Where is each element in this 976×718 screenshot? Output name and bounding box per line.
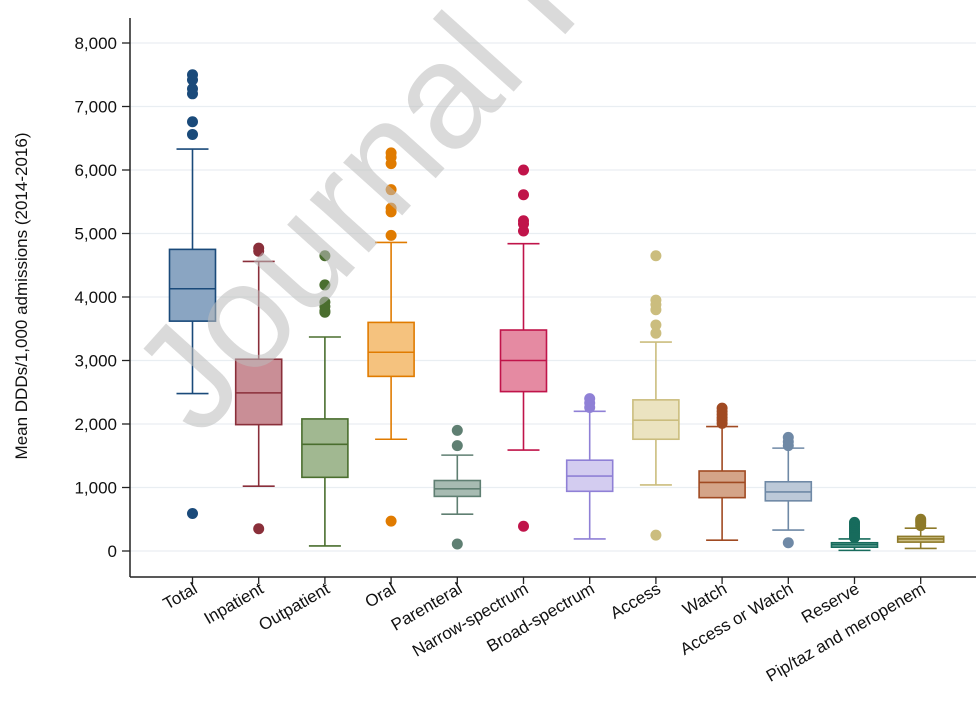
y-tick-label: 2,000 bbox=[74, 415, 117, 434]
category-label: Access bbox=[607, 579, 664, 623]
category-label: Oral bbox=[362, 579, 399, 612]
box-6 bbox=[565, 393, 614, 540]
outlier-point bbox=[849, 532, 860, 544]
outlier-point bbox=[187, 508, 198, 520]
box-7 bbox=[632, 250, 680, 541]
box-10 bbox=[830, 516, 879, 552]
y-tick-label: 3,000 bbox=[74, 352, 117, 371]
outlier-point bbox=[385, 229, 397, 241]
outlier-point bbox=[518, 225, 529, 237]
outlier-point bbox=[518, 520, 529, 532]
y-tick-label: 4,000 bbox=[74, 288, 117, 307]
outlier-point bbox=[319, 279, 331, 291]
box-2 bbox=[301, 250, 349, 547]
outlier-point bbox=[915, 520, 927, 532]
outlier-point bbox=[650, 529, 662, 541]
watermark: Journal Pre bbox=[99, 0, 737, 461]
iqr-box bbox=[234, 358, 283, 426]
outlier-point bbox=[716, 417, 728, 429]
outlier-point bbox=[584, 401, 596, 413]
axes bbox=[122, 18, 976, 584]
outlier-point bbox=[187, 74, 198, 86]
outlier-point bbox=[650, 250, 662, 262]
y-tick-label: 7,000 bbox=[74, 98, 117, 117]
y-tick-label: 0 bbox=[108, 542, 117, 561]
y-tick-label: 8,000 bbox=[74, 34, 117, 53]
outlier-point bbox=[650, 304, 662, 316]
outlier-point bbox=[518, 164, 529, 176]
box-series bbox=[168, 69, 945, 552]
outlier-point bbox=[451, 538, 463, 550]
outlier-point bbox=[451, 424, 463, 436]
outlier-point bbox=[319, 306, 331, 318]
outlier-point bbox=[385, 184, 397, 196]
category-label: Watch bbox=[679, 579, 730, 619]
outlier-point bbox=[782, 537, 794, 549]
outlier-point bbox=[253, 523, 265, 535]
outlier-point bbox=[319, 250, 331, 262]
box-11 bbox=[896, 513, 945, 550]
box-8 bbox=[698, 402, 746, 542]
outlier-point bbox=[385, 158, 397, 170]
iqr-box bbox=[698, 470, 746, 499]
iqr-box bbox=[168, 248, 217, 322]
outlier-point bbox=[650, 327, 662, 339]
category-label: Access or Watch bbox=[677, 579, 796, 659]
iqr-box bbox=[301, 418, 349, 479]
outlier-point bbox=[385, 515, 397, 527]
outlier-point bbox=[782, 440, 794, 452]
outlier-point bbox=[253, 245, 265, 257]
category-label: Total bbox=[160, 579, 201, 613]
outlier-point bbox=[385, 206, 397, 218]
y-tick-label: 5,000 bbox=[74, 225, 117, 244]
category-label: Narrow-spectrum bbox=[409, 579, 531, 661]
box-9 bbox=[764, 431, 813, 549]
box-4 bbox=[433, 424, 482, 550]
box-5 bbox=[499, 164, 548, 532]
box-1 bbox=[234, 242, 283, 535]
outlier-point bbox=[650, 319, 662, 331]
y-axis-label: Mean DDDs/1,000 admissions (2014-2016) bbox=[12, 133, 31, 460]
outlier-point bbox=[187, 88, 198, 100]
outlier-point bbox=[187, 116, 198, 128]
outlier-point bbox=[518, 189, 529, 201]
y-tick-labels: 0 1,000 2,000 3,000 4,000 5,000 6,000 7,000 8,00… bbox=[74, 34, 117, 561]
iqr-box bbox=[367, 321, 415, 378]
box-3 bbox=[367, 147, 415, 527]
outlier-point bbox=[451, 440, 463, 452]
y-tick-label: 6,000 bbox=[74, 161, 117, 180]
y-tick-label: 1,000 bbox=[74, 479, 117, 498]
category-label: Outpatient bbox=[255, 579, 333, 635]
box-0 bbox=[168, 69, 217, 520]
outlier-point bbox=[187, 128, 198, 140]
